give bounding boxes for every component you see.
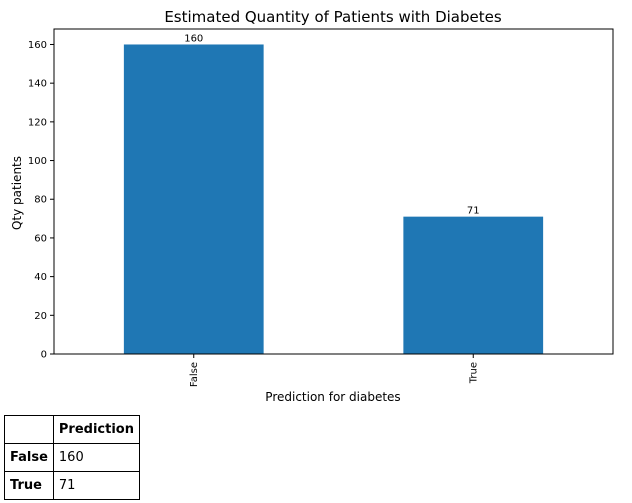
table-row: True 71	[4, 471, 141, 500]
y-tick-label: 160	[28, 40, 47, 51]
y-tick-label: 60	[34, 233, 47, 244]
table-corner-cell	[4, 415, 54, 444]
x-tick-label: False	[189, 362, 200, 387]
y-tick-label: 120	[28, 117, 47, 128]
y-tick-label: 100	[28, 156, 47, 167]
table-cell-value: 160	[52, 443, 141, 472]
data-label: 160	[184, 33, 203, 44]
data-label: 71	[467, 206, 480, 217]
axes-frame	[53, 28, 614, 355]
chart-title: Estimated Quantity of Patients with Diab…	[164, 8, 502, 26]
y-tick-label: 40	[34, 272, 47, 283]
y-tick-label: 140	[28, 79, 47, 90]
bar	[123, 44, 264, 354]
y-tick-label: 80	[34, 195, 47, 206]
bar	[403, 216, 544, 354]
y-tick-label: 0	[41, 350, 47, 361]
table-row-label: True	[4, 471, 54, 500]
x-tick-label: True	[468, 362, 479, 384]
prediction-table: Prediction False 160 True 71	[4, 415, 141, 500]
y-tick-label: 20	[34, 311, 47, 322]
x-axis-label: Prediction for diabetes	[265, 390, 400, 404]
table-cell-value: 71	[52, 471, 141, 500]
bar-chart: Estimated Quantity of Patients with Diab…	[10, 8, 614, 404]
y-axis-label: Qty patients	[10, 156, 24, 230]
table-header-row: Prediction	[4, 415, 141, 444]
table-row: False 160	[4, 443, 141, 472]
plot-area: 160 False 71 True 0 20 40 60 80 100 120 140 160	[28, 28, 614, 387]
table-column-header: Prediction	[52, 415, 141, 444]
table-row-label: False	[4, 443, 54, 472]
